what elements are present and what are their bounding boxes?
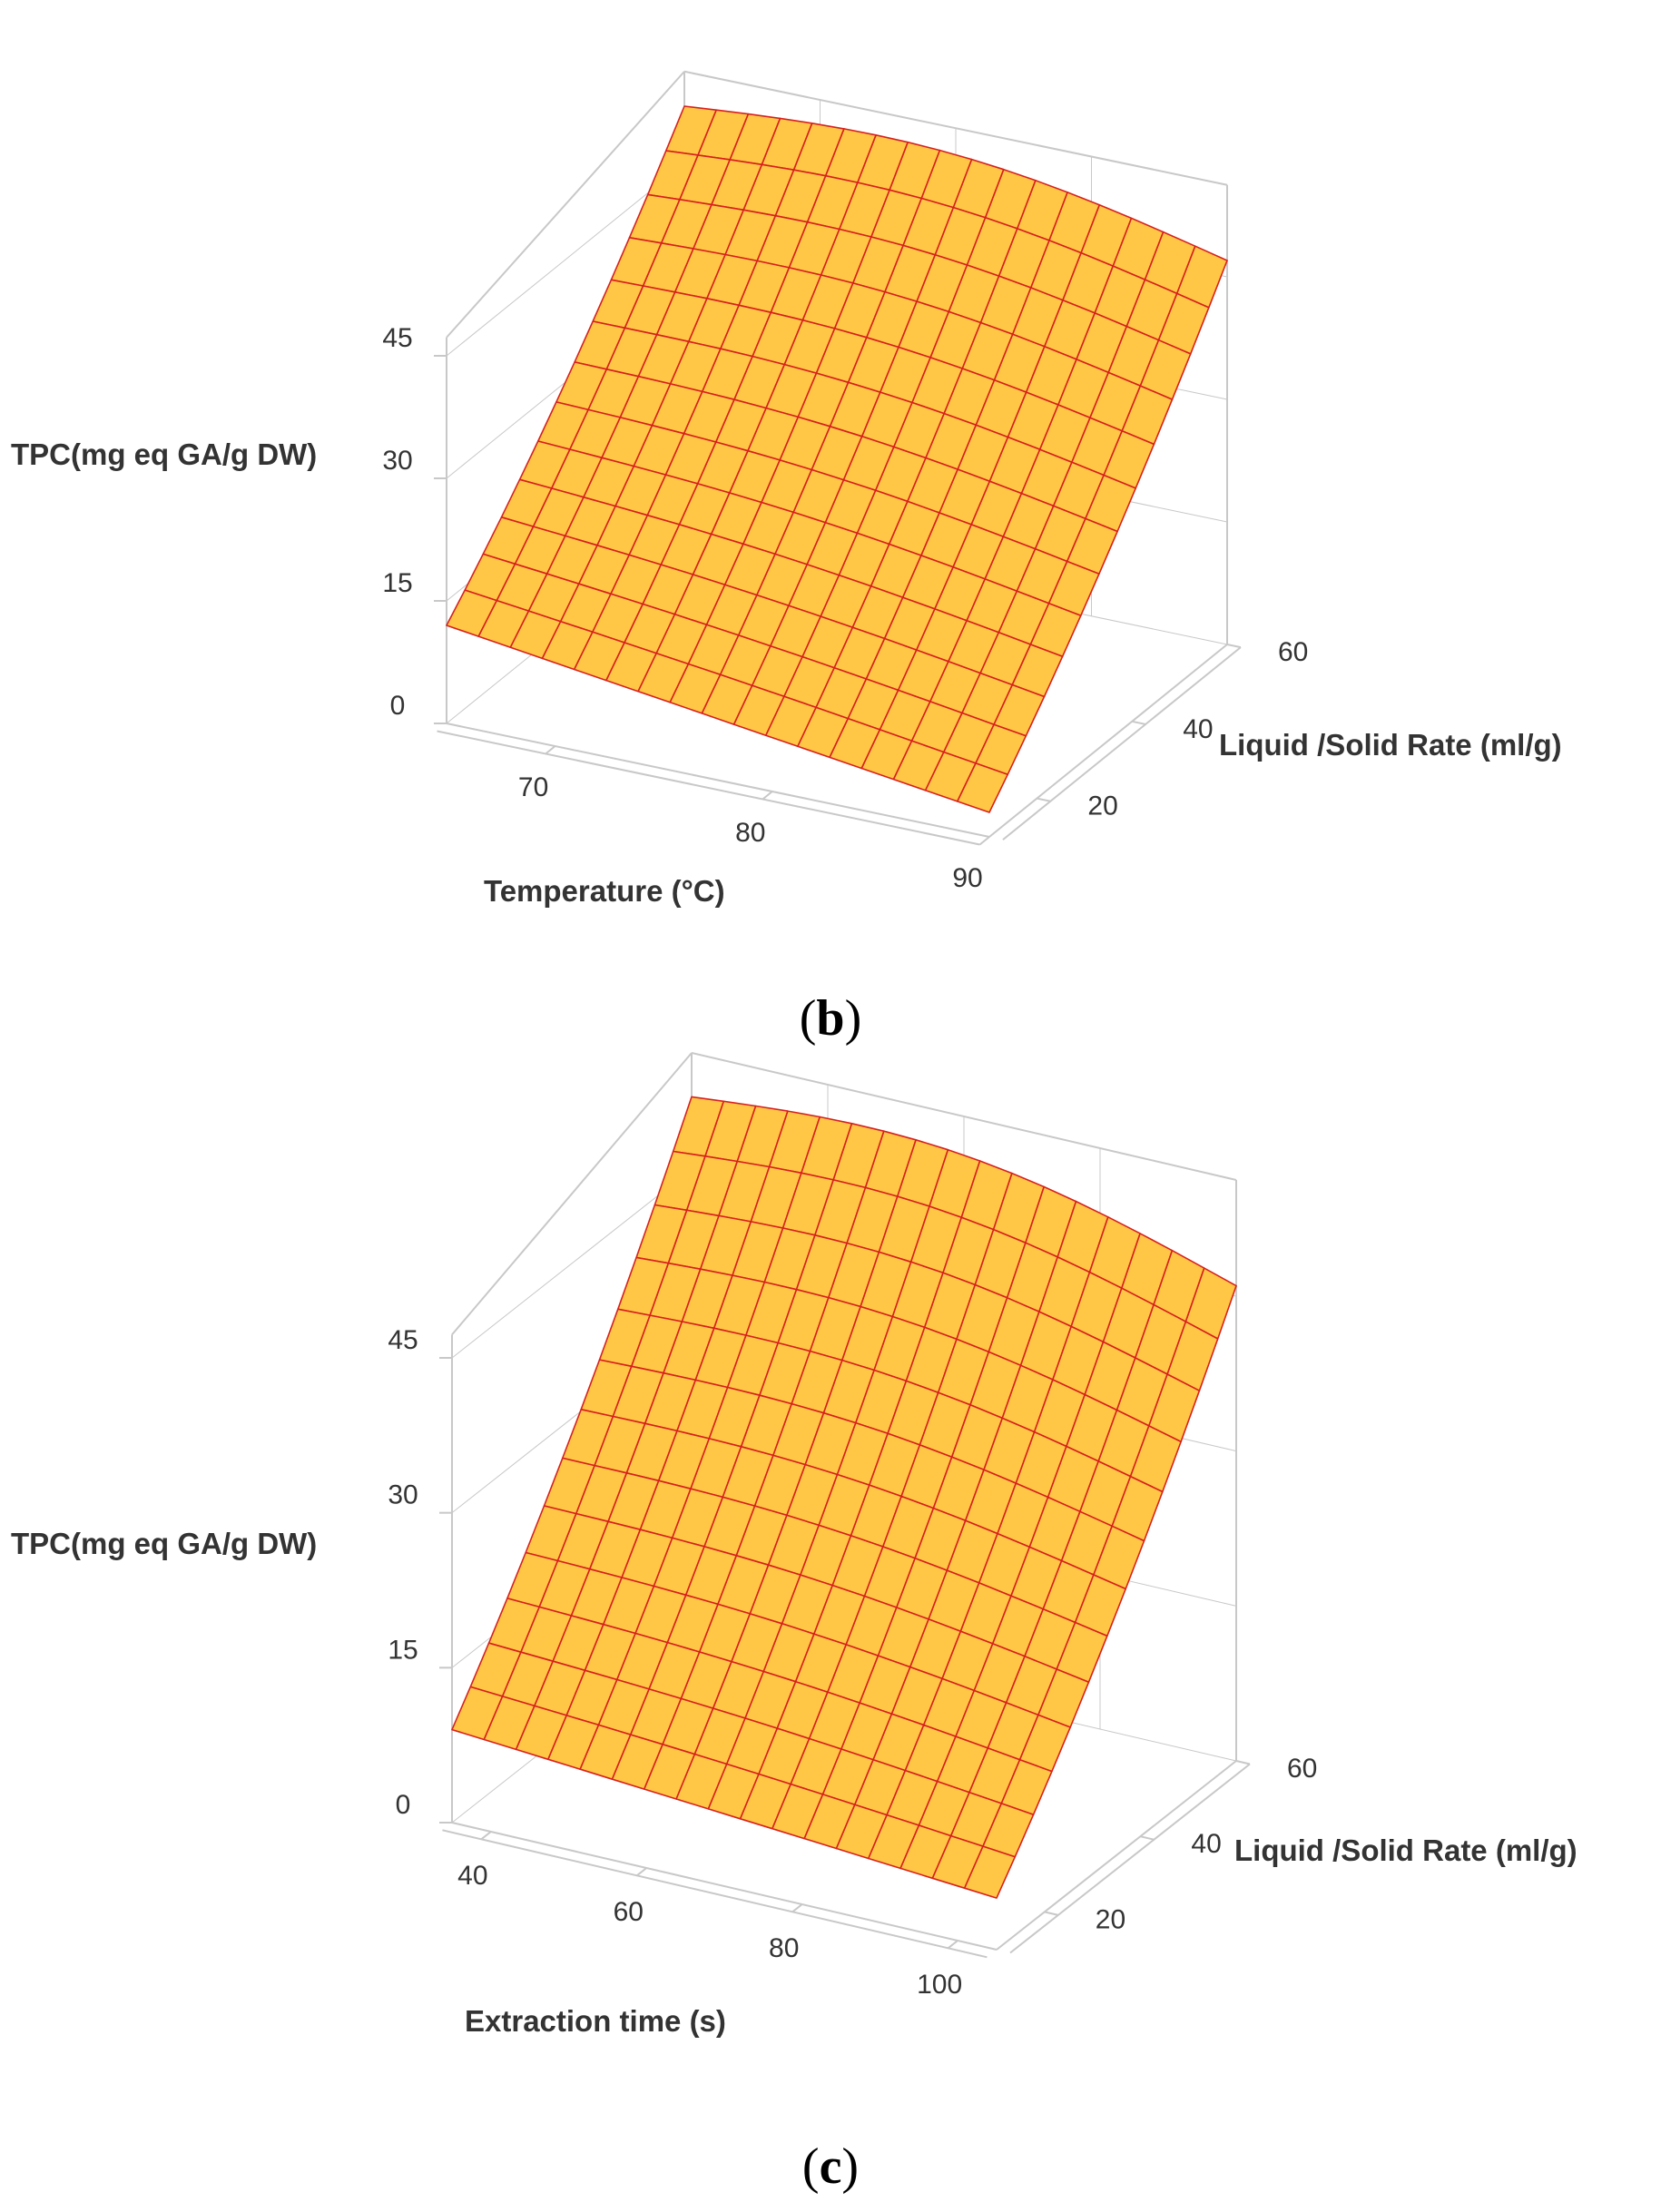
box-edge	[988, 644, 1228, 838]
y-axis-line	[1009, 1763, 1251, 1954]
y-axis-ticks-b: 20 40 60	[1087, 637, 1308, 821]
surface-cell	[963, 1845, 1017, 1899]
y-axis-label-c: Liquid /Solid Rate (ml/g)	[1234, 1834, 1577, 1867]
y-tick-mark	[1235, 1760, 1251, 1765]
y-tick-label: 40	[1191, 1829, 1221, 1859]
x-tick-mark	[762, 791, 773, 801]
x-axis-line	[437, 730, 980, 846]
surface-mesh-b	[446, 105, 1228, 813]
y-axis-label-b: Liquid /Solid Rate (ml/g)	[1219, 728, 1562, 762]
x-tick-label: 90	[952, 863, 982, 893]
x-tick-label: 80	[735, 818, 765, 848]
surface-plot-b: 0 15 30 45 70 80 90 20 40 60 TPC(mg eq GA/g DW)…	[11, 70, 1562, 1047]
x-tick-mark	[978, 836, 990, 846]
box-edge	[446, 723, 990, 838]
panel-label-b: (b)	[800, 990, 861, 1047]
x-tick-label: 60	[614, 1897, 644, 1927]
z-tick-label: 45	[388, 1325, 418, 1355]
y-tick-mark	[1044, 1911, 1059, 1916]
z-tick-label: 15	[382, 568, 412, 598]
y-tick-label: 40	[1183, 714, 1213, 744]
x-axis-ticks-b: 70 80 90	[518, 772, 983, 893]
y-tick-mark	[1131, 720, 1146, 725]
x-tick-label: 40	[457, 1861, 487, 1891]
box-edge	[446, 71, 685, 339]
x-axis-label-c: Extraction time (s)	[465, 2004, 726, 2038]
x-tick-mark	[480, 1831, 492, 1841]
x-tick-label: 70	[518, 772, 548, 802]
surface-mesh-c	[451, 1096, 1237, 1899]
x-axis-line	[442, 1829, 988, 1959]
y-tick-mark	[1226, 644, 1242, 649]
y-tick-label: 20	[1096, 1904, 1125, 1934]
z-axis-ticks-c: 0 15 30 45	[388, 1325, 418, 1820]
x-tick-mark	[791, 1903, 803, 1913]
surface-cell	[957, 762, 1008, 813]
surface-plot-c: 0 15 30 45 40 60 80 100 20 40 60 TPC(mg eq GA/g …	[11, 1052, 1577, 2195]
z-axis-ticks-b: 0 15 30 45	[382, 323, 412, 721]
z-tick-label: 45	[382, 323, 412, 353]
x-tick-label: 100	[917, 1970, 962, 2000]
z-tick-label: 30	[382, 446, 412, 476]
y-tick-label: 60	[1278, 637, 1308, 667]
box-edge	[451, 1822, 998, 1951]
x-axis-label-b: Temperature (°C)	[484, 874, 725, 908]
y-tick-label: 60	[1287, 1754, 1317, 1784]
box-edge	[451, 1052, 693, 1336]
x-tick-mark	[947, 1940, 958, 1950]
y-axis-ticks-c: 20 40 60	[1096, 1754, 1318, 1934]
y-axis-line	[1002, 646, 1242, 841]
x-tick-mark	[545, 745, 556, 755]
box-edge	[996, 1760, 1237, 1951]
gridline	[446, 162, 685, 357]
y-tick-label: 20	[1087, 791, 1117, 821]
x-tick-mark	[636, 1867, 647, 1877]
y-tick-mark	[1140, 1835, 1155, 1841]
z-tick-label: 0	[390, 691, 406, 721]
x-tick-label: 80	[769, 1933, 799, 1963]
panel-label-c: (c)	[802, 2138, 859, 2195]
z-axis-label-b: TPC(mg eq GA/g DW)	[11, 437, 317, 471]
x-axis-ticks-c: 40 60 80 100	[457, 1861, 962, 2000]
z-tick-label: 15	[388, 1635, 418, 1665]
gridline	[451, 1168, 693, 1359]
z-tick-label: 0	[396, 1790, 411, 1820]
y-tick-mark	[1037, 797, 1051, 802]
z-tick-label: 30	[388, 1480, 418, 1510]
z-axis-label-c: TPC(mg eq GA/g DW)	[11, 1527, 317, 1560]
